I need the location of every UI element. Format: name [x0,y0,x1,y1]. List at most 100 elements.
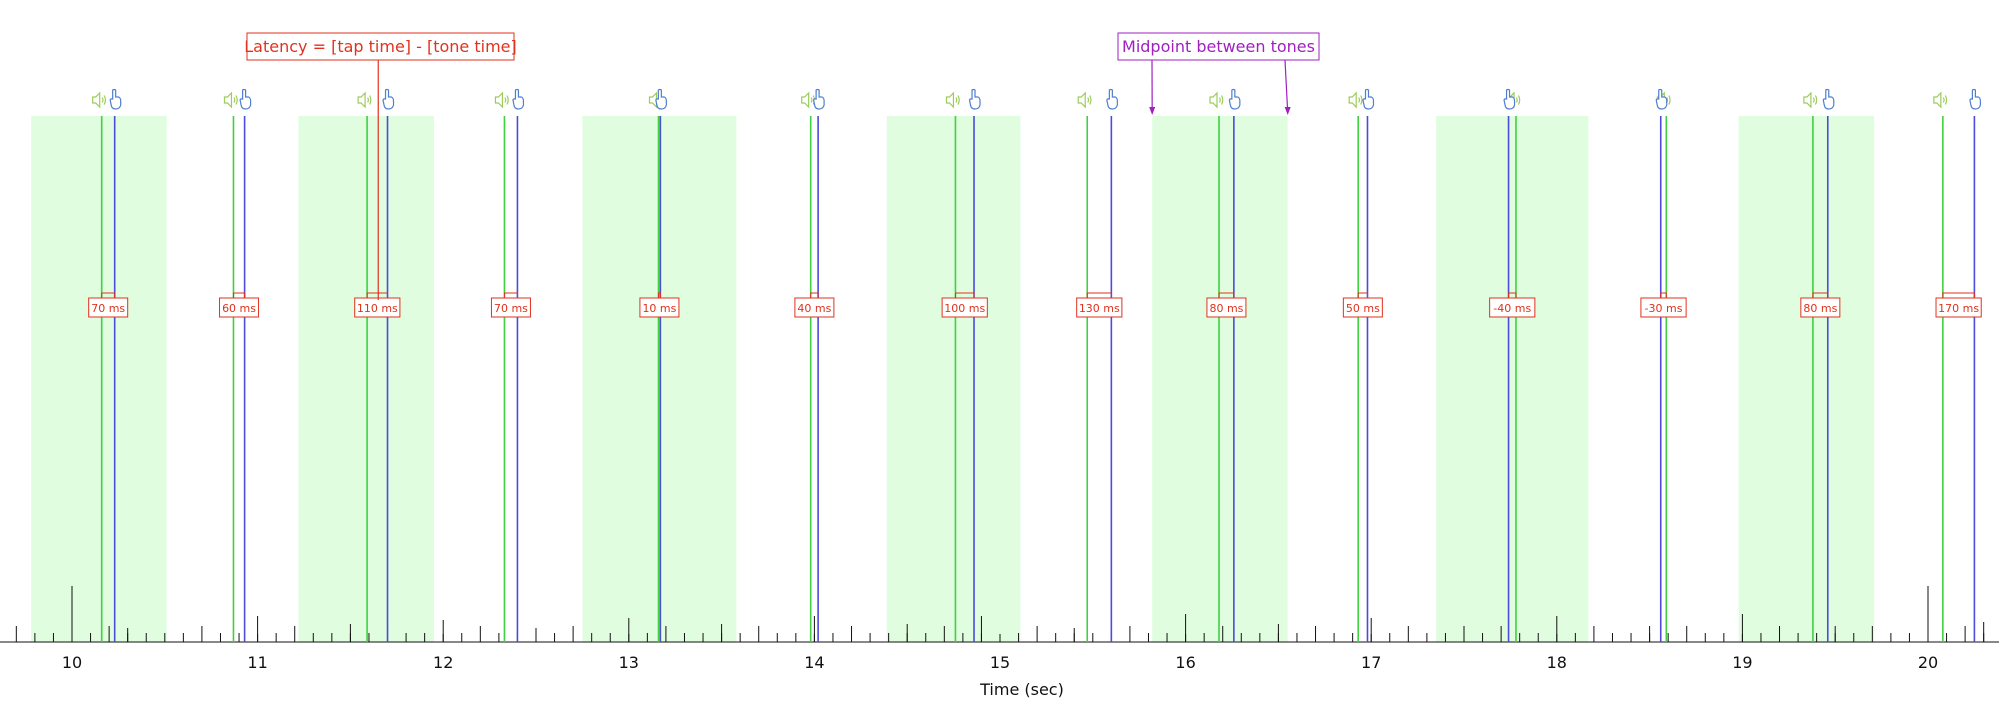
latency-bracket [232,292,246,300]
x-tick-label: 19 [1732,653,1752,672]
x-tick-label: 18 [1547,653,1567,672]
x-tick-label: 15 [990,653,1010,672]
tap-hand-icon [1969,88,1982,110]
latency-bracket [1508,292,1517,300]
event: 80 ms [1800,88,1841,642]
tap-hand-icon [109,88,122,110]
latency-definition-annotation: Latency = [tap time] - [tone time] [244,32,517,300]
tap-hand-icon [812,88,825,110]
latency-bracket [101,292,116,300]
latency-bracket [1812,292,1829,300]
latency-box [219,297,260,318]
x-tick-label: 14 [804,653,824,672]
latency-box [1076,297,1123,318]
shaded-window [298,116,434,642]
latency-label: 10 ms [642,302,676,315]
speaker-icon [494,91,509,109]
latency-bracket [1357,292,1368,300]
latency-box [1206,297,1247,318]
event: 110 ms [354,88,401,642]
latency-label: 40 ms [797,302,831,315]
shaded-window [582,116,737,642]
latency-box [1935,297,1982,318]
midpoint-annotation: Midpoint between tones [1117,32,1320,115]
speaker-icon [801,91,816,109]
annotation-pointer [1284,59,1289,113]
x-tick-label: 10 [62,653,82,672]
latency-bracket [954,292,975,300]
speaker-icon [1933,91,1948,109]
latency-box [354,297,401,318]
speaker-icon [223,91,238,109]
shaded-window [1436,116,1589,642]
latency-box [490,297,531,318]
tap-hand-icon [382,88,395,110]
event: 170 ms [1933,88,1982,642]
annotation-arrowhead [1149,107,1156,115]
latency-bracket [1218,292,1235,300]
event: 60 ms [219,88,260,642]
x-tick-label: 13 [619,653,639,672]
latency-label: 100 ms [944,302,985,315]
tone-tap-events: 70 ms 60 ms 110 ms 70 ms 10 ms 40 ms 100 ms 130… [88,88,1982,642]
latency-label: 70 ms [91,302,125,315]
shaded-window [1152,116,1288,642]
latency-bracket [366,292,389,300]
speaker-icon [1348,91,1363,109]
speaker-icon [1209,91,1224,109]
tap-hand-icon [1822,88,1835,110]
latency-box [1640,297,1687,318]
shaded-window [886,116,1021,642]
latency-box [639,297,680,318]
speaker-icon [357,91,372,109]
x-tick-label: 17 [1361,653,1381,672]
latency-label: 130 ms [1079,302,1120,315]
x-tick-label: 20 [1918,653,1938,672]
latency-label: 80 ms [1209,302,1243,315]
tap-hand-icon [1106,88,1118,110]
tap-hand-icon [655,88,667,110]
latency-label: 70 ms [494,302,528,315]
latency-label: 170 ms [1938,302,1979,315]
latency-bracket [810,292,819,300]
speaker-icon [92,91,107,109]
latency-box [794,297,835,318]
latency-bracket [503,292,518,300]
tap-hand-icon [1655,88,1668,110]
event: 50 ms [1342,88,1383,642]
latency-bracket [1660,292,1667,300]
speaker-icon [1803,91,1818,109]
x-tick-label: 12 [433,653,453,672]
speaker-icon [945,91,960,109]
x-tick-label: 16 [1175,653,1195,672]
latency-label: 50 ms [1346,302,1380,315]
latency-box [941,297,988,318]
event: 100 ms [941,88,988,642]
annotations: Latency = [tap time] - [tone time] Midpoi… [244,32,1320,300]
latency-label: 110 ms [357,302,398,315]
tap-hand-icon [968,88,981,110]
latency-box [1800,297,1841,318]
latency-label: -30 ms [1645,302,1683,315]
latency-bracket [1086,292,1112,300]
shaded-window [31,116,167,642]
latency-label: 60 ms [222,302,256,315]
x-axis-label: Time (sec) [979,680,1064,699]
latency-label: 80 ms [1803,302,1837,315]
latency-box [88,297,129,318]
tap-hand-icon [1362,88,1375,110]
x-tick-label: 11 [247,653,267,672]
latency-box [1489,297,1536,318]
annotation-arrowhead [1284,107,1291,115]
event: 70 ms [88,88,129,642]
event: 80 ms [1206,88,1247,642]
latency-label: -40 ms [1493,302,1531,315]
x-axis-ticks: 10 11 12 13 14 15 16 17 18 19 20 [15,586,1985,672]
tap-hand-icon [512,88,525,110]
event: 40 ms [794,88,835,642]
shaded-window [1738,116,1875,642]
annotation-text: Midpoint between tones [1122,37,1315,56]
shaded-windows [31,116,1875,642]
latency-box [1342,297,1383,318]
